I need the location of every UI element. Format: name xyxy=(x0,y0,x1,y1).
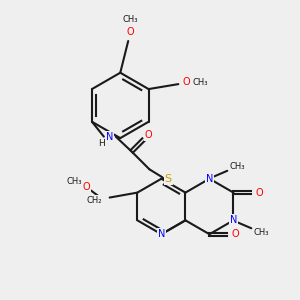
Text: N: N xyxy=(206,174,213,184)
Text: O: O xyxy=(145,130,152,140)
Text: H: H xyxy=(98,139,105,148)
Text: O: O xyxy=(126,27,134,37)
Text: CH₂: CH₂ xyxy=(86,196,102,205)
Text: N: N xyxy=(158,229,165,239)
Text: N: N xyxy=(106,132,113,142)
Text: O: O xyxy=(231,229,239,239)
Text: O: O xyxy=(255,188,263,198)
Text: CH₃: CH₃ xyxy=(230,162,245,171)
Text: CH₃: CH₃ xyxy=(192,78,208,87)
Text: CH₃: CH₃ xyxy=(122,15,138,24)
Text: O: O xyxy=(182,77,190,87)
Text: N: N xyxy=(230,215,237,225)
Text: CH₃: CH₃ xyxy=(254,228,269,237)
Text: CH₃: CH₃ xyxy=(66,177,82,186)
Text: S: S xyxy=(165,174,172,184)
Text: O: O xyxy=(82,182,90,192)
